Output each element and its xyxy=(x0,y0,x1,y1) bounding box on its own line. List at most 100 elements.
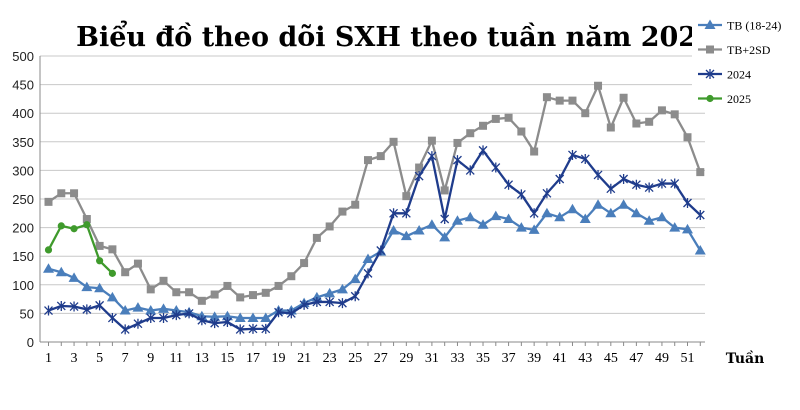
data-point xyxy=(594,81,603,90)
data-point xyxy=(466,129,475,138)
data-point xyxy=(389,208,399,219)
x-tick-label: 39 xyxy=(527,351,541,366)
data-point xyxy=(210,318,220,329)
data-point xyxy=(618,199,630,209)
chart-title: Biểu đồ theo dõi SXH theo tuần năm 2025 xyxy=(76,19,716,53)
data-point xyxy=(439,231,451,242)
data-point xyxy=(478,145,488,156)
series-line xyxy=(48,203,702,320)
legend-label: 2025 xyxy=(727,92,751,106)
data-point xyxy=(592,199,604,209)
data-point xyxy=(57,222,65,230)
data-point xyxy=(528,224,540,234)
x-tick-label: 1 xyxy=(45,351,52,366)
data-point xyxy=(669,222,681,232)
data-point xyxy=(568,96,577,105)
data-point xyxy=(427,136,436,145)
data-point xyxy=(415,163,424,172)
data-point xyxy=(247,312,259,322)
data-point xyxy=(632,119,641,128)
legend-label: 2024 xyxy=(727,68,751,82)
y-tick-label: 350 xyxy=(12,135,34,150)
data-point xyxy=(364,156,372,165)
x-tick-label: 11 xyxy=(170,351,183,366)
data-point xyxy=(70,225,78,233)
data-point xyxy=(184,308,194,319)
x-tick-label: 41 xyxy=(553,351,567,366)
data-point xyxy=(515,222,527,232)
data-point xyxy=(657,178,667,189)
data-point xyxy=(56,300,66,311)
data-point xyxy=(376,152,385,161)
data-point xyxy=(581,109,590,118)
data-point xyxy=(529,208,539,219)
y-tick-label: 450 xyxy=(12,78,34,93)
data-point xyxy=(504,179,514,190)
data-point xyxy=(336,283,348,294)
data-point xyxy=(159,312,168,323)
data-point xyxy=(453,138,462,147)
data-point xyxy=(619,173,629,184)
data-point xyxy=(451,215,463,225)
data-point xyxy=(120,324,130,335)
y-tick-label: 200 xyxy=(12,221,34,236)
data-point xyxy=(351,200,360,209)
data-point xyxy=(568,149,577,160)
data-point xyxy=(427,151,437,162)
x-tick-label: 35 xyxy=(476,351,490,366)
data-point xyxy=(261,288,270,297)
data-point xyxy=(171,310,181,321)
data-point xyxy=(376,245,386,256)
series-line xyxy=(48,149,702,331)
x-tick-label: 25 xyxy=(348,351,362,366)
data-point xyxy=(465,165,475,176)
data-point xyxy=(695,210,705,221)
data-point xyxy=(606,183,616,194)
data-point xyxy=(516,189,526,200)
series-1 xyxy=(44,81,705,305)
data-point xyxy=(234,312,246,322)
data-point xyxy=(158,303,170,313)
y-tick-label: 500 xyxy=(12,49,34,64)
data-point xyxy=(299,299,309,310)
data-point xyxy=(146,312,156,323)
data-point xyxy=(453,155,462,166)
data-point xyxy=(312,233,321,242)
x-axis-label: Tuần xyxy=(726,350,765,367)
x-tick-label: 51 xyxy=(681,351,695,366)
data-point xyxy=(96,257,104,265)
data-point xyxy=(579,213,591,224)
data-point xyxy=(605,207,617,218)
data-point xyxy=(300,259,309,268)
data-point xyxy=(95,241,104,250)
y-tick-label: 400 xyxy=(12,106,34,121)
data-point xyxy=(644,182,654,193)
x-tick-label: 21 xyxy=(297,351,311,366)
data-point xyxy=(682,223,693,234)
y-tick-label: 250 xyxy=(12,192,34,207)
x-tick-label: 9 xyxy=(147,351,154,366)
data-point xyxy=(44,197,53,206)
data-point xyxy=(555,96,564,105)
data-point xyxy=(657,106,666,115)
data-point xyxy=(683,133,692,142)
data-point xyxy=(694,244,706,255)
data-point xyxy=(145,305,157,315)
data-point xyxy=(107,312,117,323)
x-tick-label: 7 xyxy=(122,351,129,366)
data-point xyxy=(159,276,168,285)
x-tick-label: 43 xyxy=(578,351,592,366)
legend-item: 2025 xyxy=(698,92,751,106)
data-point xyxy=(503,213,515,224)
data-point xyxy=(670,178,680,189)
data-point xyxy=(477,219,489,229)
data-point xyxy=(400,230,412,241)
data-point xyxy=(401,208,411,219)
data-point xyxy=(132,302,144,312)
data-point xyxy=(209,311,221,321)
data-point xyxy=(630,207,642,218)
data-point xyxy=(554,211,566,222)
data-point xyxy=(121,268,130,277)
x-tick-label: 49 xyxy=(655,351,669,366)
data-point xyxy=(55,266,67,277)
